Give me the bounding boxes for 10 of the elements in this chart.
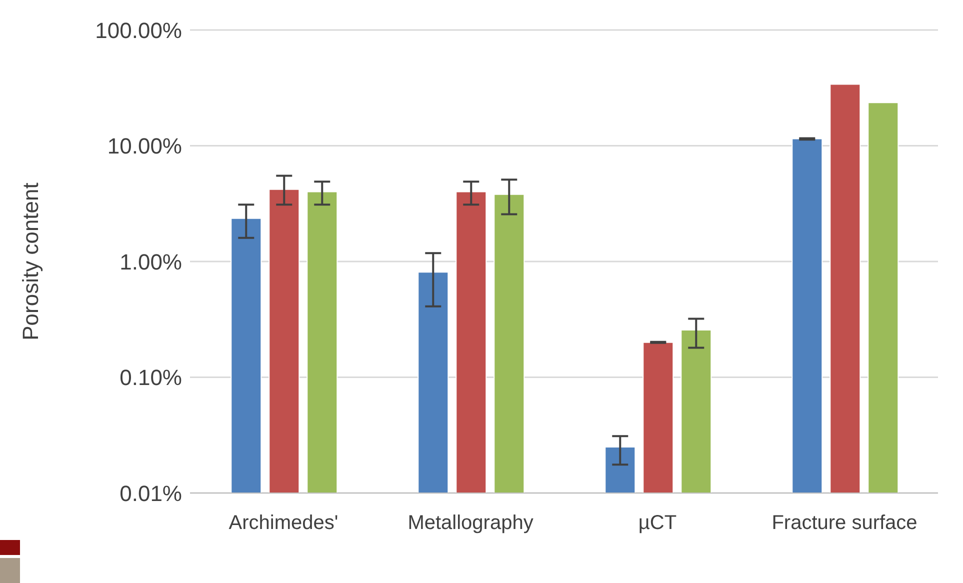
y-tick-label: 100.00% <box>95 18 182 43</box>
x-tick-label: µCT <box>638 512 677 534</box>
x-tick-label: Metallography <box>408 512 534 534</box>
x-tick-label: Fracture surface <box>772 512 918 534</box>
y-tick-label: 0.01% <box>120 480 182 506</box>
y-tick-label: 10.00% <box>107 134 182 159</box>
y-tick-label: 0.10% <box>120 365 182 390</box>
y-tick-label: 1.00% <box>120 249 182 274</box>
y-axis-title: Porosity content <box>18 182 43 340</box>
x-tick-label: Archimedes' <box>228 512 338 534</box>
